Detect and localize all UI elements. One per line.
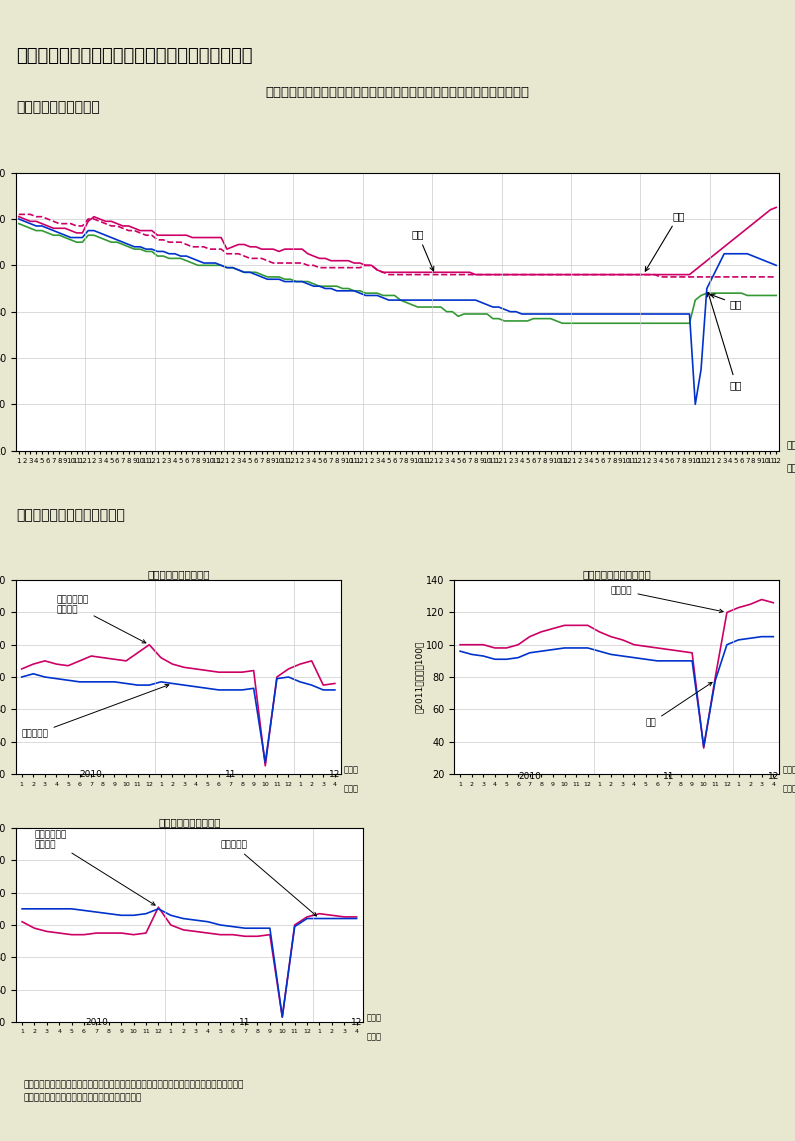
Text: 家庭用品: 家庭用品: [611, 586, 723, 613]
Text: （２）百貨店・商品別販売額: （２）百貨店・商品別販売額: [16, 509, 125, 523]
Text: 2010: 2010: [80, 770, 103, 779]
Text: （年）: （年）: [782, 784, 795, 793]
Text: 被災３県の百貨店販売は震災により大きく減少したが、その後急速に増加: 被災３県の百貨店販売は震災により大きく減少したが、その後急速に増加: [266, 87, 529, 99]
Text: （年）: （年）: [366, 1033, 382, 1042]
Text: 2010: 2010: [518, 771, 541, 780]
Text: 2010: 2010: [85, 1018, 108, 1027]
Text: 雑貨: 雑貨: [646, 682, 712, 728]
Text: （年）: （年）: [787, 464, 795, 472]
Title: 福島（商業販売統計）: 福島（商業販売統計）: [158, 817, 220, 827]
Text: （年）: （年）: [344, 784, 359, 793]
Text: 身の回り品: 身の回り品: [21, 685, 169, 738]
Text: 12: 12: [329, 770, 340, 779]
Text: 家具・家電・
家庭用品: 家具・家電・ 家庭用品: [56, 594, 145, 642]
Text: 福島: 福島: [412, 229, 434, 270]
Text: 家具・家電・
家庭用品: 家具・家電・ 家庭用品: [34, 830, 155, 905]
Text: 第２－２－７図　被災３県の百貨店販売額の推移: 第２－２－７図 被災３県の百貨店販売額の推移: [16, 47, 252, 65]
Text: （月）: （月）: [366, 1013, 382, 1022]
Text: （月）: （月）: [782, 764, 795, 774]
Text: （備考）１．経済産業省「商業販売統計」、宮城のみ日本百貨店協会（仙台）により作成。
　　　　２．値は全て内閣府による季節調整値。: （備考）１．経済産業省「商業販売統計」、宮城のみ日本百貨店協会（仙台）により作成…: [24, 1081, 244, 1102]
Text: 11: 11: [239, 1018, 251, 1027]
Text: 岩手: 岩手: [711, 294, 743, 309]
Title: 宮城（日本百貨店協会）: 宮城（日本百貨店協会）: [583, 569, 651, 580]
Text: （１）百貨店・販売額: （１）百貨店・販売額: [16, 100, 99, 114]
Text: 11: 11: [225, 770, 236, 779]
Y-axis label: （2011年２月＝100）: （2011年２月＝100）: [414, 641, 423, 713]
Text: 12: 12: [768, 771, 779, 780]
Title: 岩手（商業販売統計）: 岩手（商業販売統計）: [147, 569, 210, 580]
Text: 身の回り品: 身の回り品: [220, 841, 316, 916]
Text: 11: 11: [663, 771, 675, 780]
Text: （月）: （月）: [344, 764, 359, 774]
Text: （月）: （月）: [787, 442, 795, 451]
Text: 全国: 全国: [646, 211, 684, 272]
Text: 宮城: 宮城: [708, 292, 743, 390]
Text: 12: 12: [351, 1018, 363, 1027]
